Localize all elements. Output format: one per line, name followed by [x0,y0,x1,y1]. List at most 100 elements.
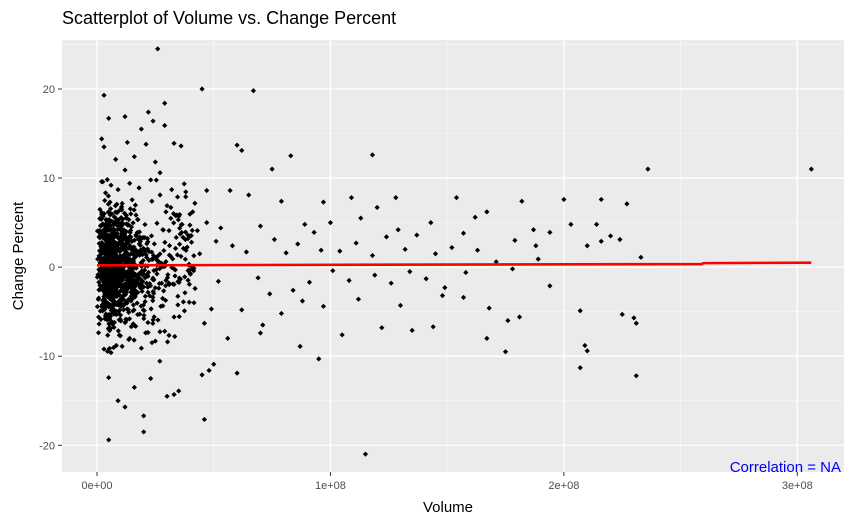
trend-line [97,261,812,267]
data-point [118,281,124,287]
data-point [645,166,651,172]
data-point [98,276,105,283]
data-point [176,279,182,286]
data-point [204,187,210,194]
data-point [109,211,115,217]
data-point [142,299,148,305]
y-tick-label: 0 [49,262,55,274]
data-point [110,306,116,312]
data-point [128,298,134,304]
data-point [113,241,119,247]
data-point [131,261,137,267]
data-point [631,315,637,321]
data-point [125,255,131,261]
data-point [106,257,112,263]
data-point [166,280,172,286]
data-point [99,302,105,308]
data-point [166,332,172,339]
data-point [144,241,150,247]
data-point [147,281,153,287]
data-point [171,220,177,226]
data-point [132,283,139,289]
data-point [133,232,140,238]
chart-title: Scatterplot of Volume vs. Change Percent [62,8,396,28]
data-point [123,299,129,305]
data-point [163,283,169,289]
data-point [122,282,128,288]
data-point [142,293,148,299]
data-point [372,272,378,278]
data-point [577,308,583,314]
data-point [158,303,164,309]
data-point [130,220,136,226]
x-tick-label: 1e+08 [315,480,346,492]
data-point [206,367,212,374]
data-point [607,233,614,239]
data-point [128,324,134,330]
data-point [164,393,170,399]
data-point [137,311,143,317]
data-point [109,279,115,285]
data-point [172,333,178,340]
data-point [111,288,117,294]
data-point [108,282,114,288]
data-point [166,228,172,234]
data-point [177,231,183,237]
data-point [141,312,147,318]
data-point [290,287,296,293]
data-point [150,320,156,327]
data-point [162,239,168,245]
data-point [176,275,183,281]
data-point [101,277,107,283]
data-point [132,279,138,285]
data-point [318,247,324,253]
data-point [430,324,436,330]
data-point [97,223,104,229]
data-point [175,302,181,308]
data-point [170,281,176,287]
data-point [119,257,125,263]
data-point [152,159,158,165]
data-point [432,251,439,257]
data-point [174,252,181,258]
data-point [117,312,124,318]
data-point [117,299,123,305]
data-point [138,126,144,132]
data-point [182,229,189,235]
data-point [104,312,110,318]
data-point [134,300,140,306]
data-point [128,273,134,279]
data-point [96,321,102,327]
data-point [108,218,114,224]
data-point [136,237,143,243]
data-point [112,209,119,215]
data-point [108,304,114,310]
data-point [388,280,394,286]
y-tick-label: 10 [43,173,55,185]
data-point [186,299,192,305]
data-point [250,88,257,94]
data-point [103,284,110,290]
y-tick-label: -10 [39,351,55,363]
data-point [123,221,130,227]
data-point [157,170,163,176]
data-point [123,244,129,250]
y-axis-label: Change Percent [10,201,27,310]
data-point [144,254,150,261]
data-point [355,296,362,302]
data-point [163,277,169,284]
data-point [136,185,142,191]
data-point [148,375,154,382]
data-point [118,318,124,324]
data-point [104,224,110,231]
data-point [327,219,334,226]
data-point [127,206,133,212]
data-point [213,238,219,244]
data-point [234,370,240,376]
data-point [393,195,399,201]
data-point [141,315,147,322]
data-point [119,244,125,250]
data-point [593,221,600,227]
data-point [114,201,120,207]
data-point [192,285,198,292]
